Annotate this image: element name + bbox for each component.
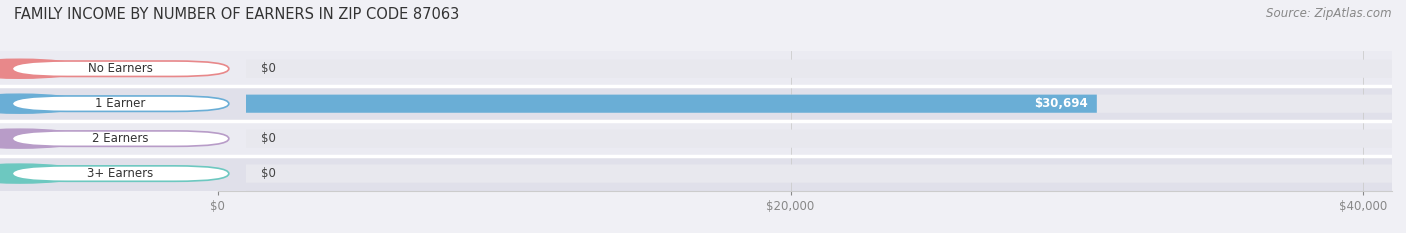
- Text: $30,694: $30,694: [1035, 97, 1088, 110]
- FancyBboxPatch shape: [218, 164, 1392, 183]
- Text: 1 Earner: 1 Earner: [96, 97, 146, 110]
- Circle shape: [0, 94, 87, 113]
- FancyBboxPatch shape: [218, 95, 1392, 113]
- FancyBboxPatch shape: [13, 131, 229, 146]
- FancyBboxPatch shape: [218, 86, 1392, 121]
- Text: $0: $0: [262, 167, 276, 180]
- FancyBboxPatch shape: [218, 51, 1392, 86]
- FancyBboxPatch shape: [218, 121, 1392, 156]
- FancyBboxPatch shape: [218, 60, 1392, 78]
- Text: Source: ZipAtlas.com: Source: ZipAtlas.com: [1267, 7, 1392, 20]
- Text: 3+ Earners: 3+ Earners: [87, 167, 153, 180]
- Circle shape: [0, 59, 87, 78]
- Text: $0: $0: [262, 62, 276, 75]
- FancyBboxPatch shape: [13, 61, 229, 76]
- FancyBboxPatch shape: [218, 156, 1392, 191]
- FancyBboxPatch shape: [0, 86, 246, 121]
- Circle shape: [0, 129, 87, 148]
- Text: No Earners: No Earners: [89, 62, 153, 75]
- Text: $0: $0: [262, 132, 276, 145]
- FancyBboxPatch shape: [0, 51, 246, 86]
- Text: FAMILY INCOME BY NUMBER OF EARNERS IN ZIP CODE 87063: FAMILY INCOME BY NUMBER OF EARNERS IN ZI…: [14, 7, 460, 22]
- Text: 2 Earners: 2 Earners: [93, 132, 149, 145]
- Circle shape: [0, 164, 87, 183]
- FancyBboxPatch shape: [0, 156, 246, 191]
- FancyBboxPatch shape: [218, 95, 1097, 113]
- FancyBboxPatch shape: [13, 96, 229, 111]
- FancyBboxPatch shape: [218, 130, 1392, 148]
- FancyBboxPatch shape: [13, 166, 229, 181]
- FancyBboxPatch shape: [0, 121, 246, 156]
